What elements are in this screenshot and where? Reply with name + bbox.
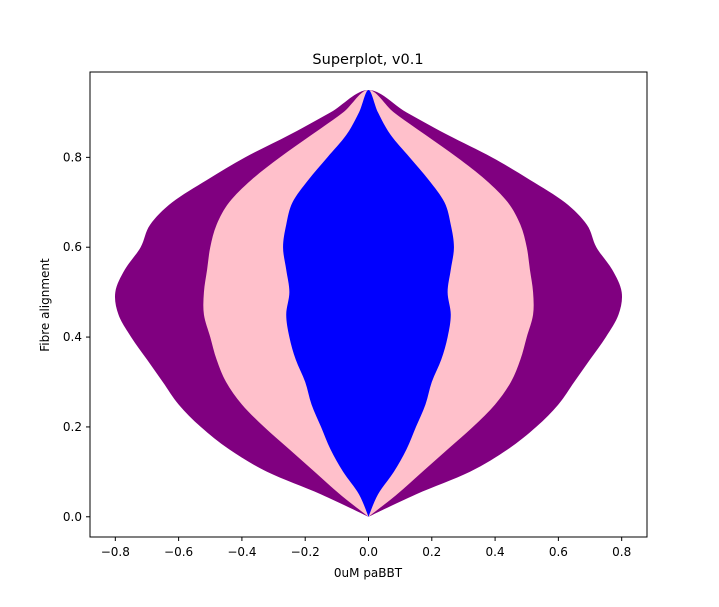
chart-title: Superplot, v0.1 — [312, 52, 423, 68]
x-axis-label: 0uM paBBT — [334, 566, 403, 580]
y-axis-label: Fibre alignment — [38, 258, 52, 352]
y-tick-label: 0.6 — [63, 240, 82, 254]
violin-layer — [114, 89, 623, 517]
y-tick-label: 0.4 — [63, 330, 82, 344]
x-tick-label: −0.8 — [101, 545, 130, 559]
y-tick-label: 0.0 — [63, 510, 82, 524]
x-tick-label: 0.6 — [549, 545, 568, 559]
x-tick-label: 0.2 — [422, 545, 441, 559]
x-tick-label: 0.8 — [612, 545, 631, 559]
x-tick-label: −0.6 — [164, 545, 193, 559]
y-axis: 0.0 0.2 0.4 0.6 0.8 — [63, 150, 90, 524]
violin-body-3 — [283, 89, 454, 517]
x-tick-label: 0.4 — [486, 545, 505, 559]
y-tick-label: 0.2 — [63, 420, 82, 434]
x-tick-label: −0.4 — [227, 545, 256, 559]
x-tick-label: −0.2 — [291, 545, 320, 559]
x-tick-label: 0.0 — [359, 545, 378, 559]
x-axis: −0.8 −0.6 −0.4 −0.2 0.0 0.2 0.4 0.6 0.8 — [101, 537, 631, 559]
y-tick-label: 0.8 — [63, 150, 82, 164]
